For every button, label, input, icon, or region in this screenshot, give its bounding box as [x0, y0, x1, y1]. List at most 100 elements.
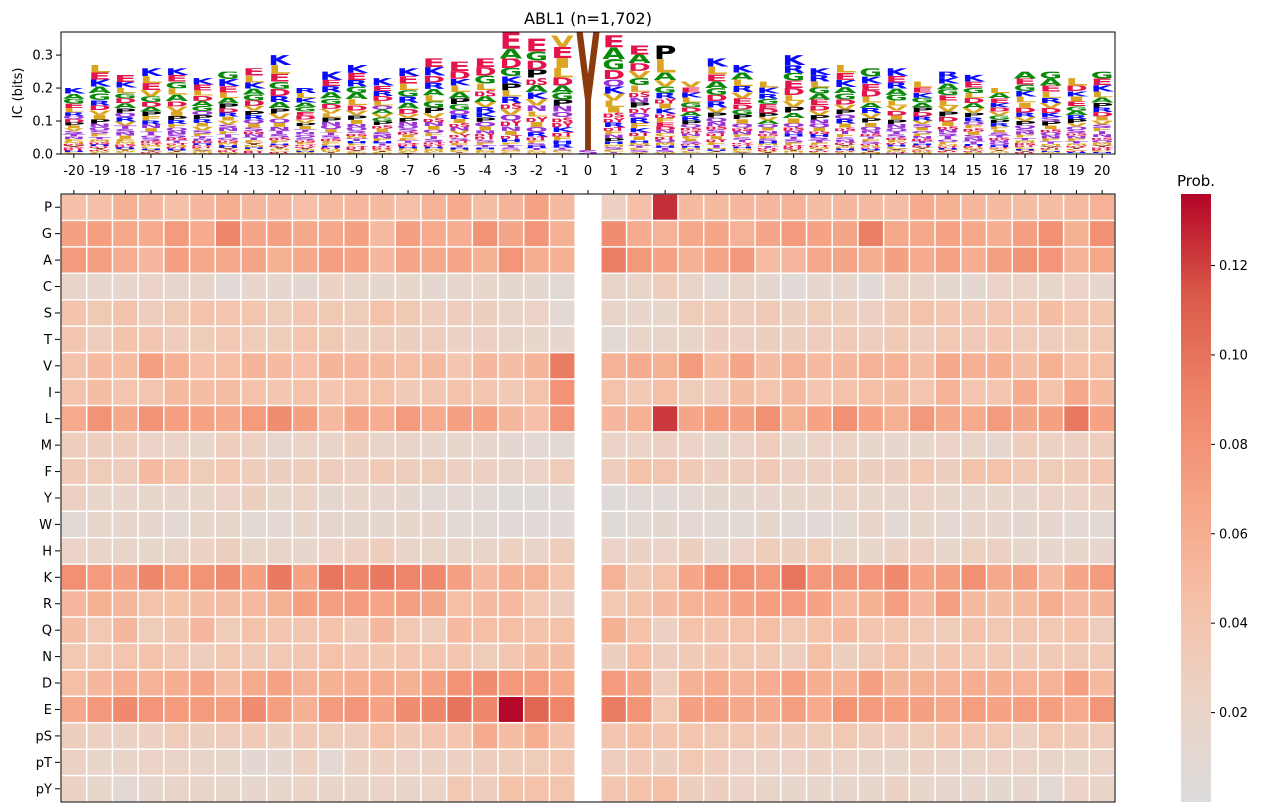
heatmap-cell	[87, 723, 112, 749]
logo-x-tick-label: 3	[661, 164, 669, 179]
heatmap-cell	[961, 194, 986, 220]
heatmap-cell	[601, 591, 626, 617]
heatmap-cell	[601, 406, 626, 432]
heatmap-cell	[1038, 697, 1063, 722]
heatmap-cell	[524, 511, 549, 537]
heatmap-cell	[1090, 406, 1115, 432]
heatmap-cell	[1064, 776, 1089, 802]
heatmap-cell	[293, 459, 318, 485]
heatmap-cell	[164, 353, 189, 379]
heatmap-cell	[550, 670, 575, 696]
heatmap-cell	[1064, 485, 1089, 511]
heatmap-cell	[215, 353, 241, 379]
heatmap-cell	[164, 564, 189, 590]
heatmap-cell	[910, 432, 935, 458]
heatmap-cell	[884, 670, 909, 696]
logo-y-tick-label: 0.1	[32, 115, 53, 130]
heatmap-cell	[344, 697, 369, 722]
heatmap-cell	[884, 353, 909, 379]
heatmap-cell	[832, 723, 858, 749]
heatmap-cell	[832, 221, 858, 247]
heatmap-cell	[550, 511, 575, 537]
heatmap-cell	[473, 644, 498, 670]
heatmap-cell	[164, 485, 189, 511]
heatmap-row-label: S	[44, 306, 52, 321]
heatmap-cell	[678, 459, 703, 485]
heatmap-cell	[87, 670, 112, 696]
heatmap-cell	[138, 749, 164, 775]
heatmap-cell	[807, 723, 832, 749]
heatmap-cell	[832, 300, 858, 326]
heatmap-cell	[1064, 221, 1089, 247]
heatmap-cell	[678, 221, 703, 247]
heatmap-cell	[1090, 564, 1115, 590]
heatmap-cell	[318, 221, 344, 247]
heatmap-cell	[935, 670, 961, 696]
heatmap-cell	[832, 485, 858, 511]
heatmap-cell	[524, 221, 549, 247]
heatmap-cell	[1038, 485, 1063, 511]
heatmap-cell	[138, 326, 164, 352]
heatmap-cell	[421, 247, 446, 273]
heatmap-cell	[781, 379, 806, 405]
heatmap-cell	[1038, 432, 1063, 458]
heatmap-cell	[395, 432, 421, 458]
heatmap-cell	[113, 564, 138, 590]
heatmap-cell	[550, 723, 575, 749]
heatmap-cell	[858, 538, 883, 564]
heatmap-cell	[395, 670, 421, 696]
logo-x-tick-label: -18	[115, 164, 136, 179]
heatmap-cell	[215, 591, 241, 617]
heatmap-row-label: A	[43, 254, 52, 269]
heatmap-row-label: V	[43, 359, 52, 374]
heatmap-cell	[215, 511, 241, 537]
heatmap-cell	[421, 353, 446, 379]
heatmap-cell	[318, 300, 344, 326]
heatmap-cell	[987, 511, 1012, 537]
heatmap-cell	[241, 379, 266, 405]
heatmap-cell	[1038, 617, 1063, 643]
heatmap-cell	[961, 670, 986, 696]
heatmap-cell	[987, 432, 1012, 458]
heatmap-cell	[138, 776, 164, 802]
heatmap-cell	[138, 670, 164, 696]
heatmap-cell	[1090, 617, 1115, 643]
heatmap-cell	[1012, 300, 1038, 326]
logo-x-tick-label: 4	[687, 164, 695, 179]
heatmap-cell	[1012, 247, 1038, 273]
heatmap-cell	[781, 723, 806, 749]
heatmap-cell	[884, 644, 909, 670]
heatmap-cell	[524, 591, 549, 617]
heatmap-cell	[524, 538, 549, 564]
heatmap-cell	[87, 326, 112, 352]
heatmap-cell	[627, 644, 652, 670]
heatmap-cell	[61, 776, 86, 802]
heatmap-cell	[653, 723, 678, 749]
heatmap-cell	[370, 776, 395, 802]
heatmap-cell	[1064, 564, 1089, 590]
heatmap-cell	[627, 697, 652, 722]
heatmap-cell	[781, 353, 806, 379]
heatmap-cell	[961, 274, 986, 299]
heatmap-cell	[704, 379, 729, 405]
heatmap-cell	[61, 432, 86, 458]
heatmap-cell	[421, 274, 446, 299]
heatmap-cell	[678, 432, 703, 458]
heatmap-cell	[832, 459, 858, 485]
heatmap-cell	[704, 300, 729, 326]
heatmap-cell	[1090, 247, 1115, 273]
heatmap-cell	[524, 406, 549, 432]
heatmap-cell	[61, 617, 86, 643]
heatmap-cell	[113, 459, 138, 485]
heatmap-cell	[215, 432, 241, 458]
heatmap-cell	[730, 644, 755, 670]
heatmap-cell	[755, 432, 781, 458]
heatmap-cell	[241, 326, 266, 352]
heatmap-cell	[190, 353, 215, 379]
heatmap-cell	[627, 564, 652, 590]
heatmap-cell	[293, 564, 318, 590]
heatmap-cell	[730, 697, 755, 722]
heatmap-cell	[935, 379, 961, 405]
logo-x-tick-label: 6	[738, 164, 746, 179]
heatmap-cell	[601, 221, 626, 247]
